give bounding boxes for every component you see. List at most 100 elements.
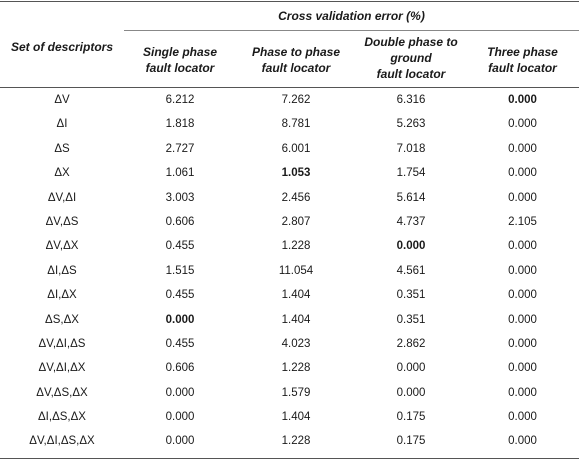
table-row: ΔV,ΔI,ΔS,ΔX 0.000 1.228 0.175 0.000 xyxy=(0,429,579,453)
row-label: ΔS,ΔX xyxy=(45,313,79,326)
row-label: ΔI xyxy=(56,118,68,131)
table-bottom-rule xyxy=(0,458,579,459)
group-header-rule xyxy=(124,30,579,31)
cell-phase-to-phase: 11.054 xyxy=(278,264,314,277)
row-label: ΔX xyxy=(54,167,70,180)
column-header-double-phase-to-ground: Double phase to ground fault locator xyxy=(364,35,458,81)
table-row: ΔV,ΔI,ΔS 0.455 4.023 2.862 0.000 xyxy=(0,332,579,356)
cell-double-phase-to-ground: 0.000 xyxy=(396,240,426,253)
cell-double-phase-to-ground: 6.316 xyxy=(396,94,426,106)
table-row: ΔV,ΔS 0.606 2.807 4.737 2.105 xyxy=(0,210,579,234)
cell-three-phase: 0.000 xyxy=(508,362,537,375)
table-row: ΔS 2.727 6.001 7.018 0.000 xyxy=(0,137,579,161)
table-row: ΔI,ΔX 0.455 1.404 0.351 0.000 xyxy=(0,283,579,307)
cell-single-phase: 2.727 xyxy=(165,142,195,155)
table-row: ΔS,ΔX 0.000 1.404 0.351 0.000 xyxy=(0,308,579,332)
table-body: ΔV 6.212 7.262 6.316 0.000 ΔI 1.818 8.781 5.263 0… xyxy=(0,88,579,454)
cell-single-phase: 0.455 xyxy=(165,240,195,253)
table-row: ΔI,ΔS 1.515 11.054 4.561 0.000 xyxy=(0,259,579,283)
row-label: ΔV,ΔX xyxy=(45,240,79,253)
cell-phase-to-phase: 1.053 xyxy=(281,167,311,180)
row-header: Set of descriptors xyxy=(10,40,114,54)
cell-single-phase: 0.000 xyxy=(165,411,195,424)
cell-double-phase-to-ground: 4.737 xyxy=(396,215,426,228)
cell-phase-to-phase: 6.001 xyxy=(281,142,311,155)
cell-phase-to-phase: 1.228 xyxy=(281,362,311,375)
cell-double-phase-to-ground: 0.000 xyxy=(396,386,426,399)
cell-three-phase: 0.000 xyxy=(508,191,537,204)
cell-double-phase-to-ground: 5.263 xyxy=(396,118,426,131)
cell-double-phase-to-ground: 0.351 xyxy=(396,313,426,326)
header-bottom-rule xyxy=(0,87,579,88)
cell-three-phase: 0.000 xyxy=(508,240,537,253)
cell-phase-to-phase: 1.404 xyxy=(281,313,311,326)
cell-three-phase: 0.000 xyxy=(508,289,537,302)
cell-single-phase: 1.515 xyxy=(165,264,195,277)
cell-three-phase: 2.105 xyxy=(508,215,537,228)
cell-single-phase: 0.455 xyxy=(165,337,195,350)
cell-double-phase-to-ground: 0.000 xyxy=(396,362,426,375)
cell-three-phase: 0.000 xyxy=(508,94,537,106)
row-label: ΔV,ΔI xyxy=(47,191,77,204)
cell-single-phase: 6.212 xyxy=(165,94,195,106)
cell-single-phase: 0.606 xyxy=(165,215,195,228)
row-label: ΔV,ΔI,ΔX xyxy=(38,362,86,375)
table-row: ΔV,ΔX 0.455 1.228 0.000 0.000 xyxy=(0,234,579,258)
cell-single-phase: 0.606 xyxy=(165,362,195,375)
cell-phase-to-phase: 1.228 xyxy=(281,435,311,448)
cell-double-phase-to-ground: 1.754 xyxy=(396,167,426,180)
cell-three-phase: 0.000 xyxy=(508,435,537,448)
table-row: ΔX 1.061 1.053 1.754 0.000 xyxy=(0,161,579,185)
cell-phase-to-phase: 7.262 xyxy=(281,94,311,106)
group-header: Cross validation error (%) xyxy=(278,9,425,23)
row-label: ΔV xyxy=(54,94,70,106)
cell-single-phase: 1.818 xyxy=(165,118,195,131)
cell-single-phase: 1.061 xyxy=(165,167,195,180)
column-header-three-phase: Three phase fault locator xyxy=(487,45,558,75)
row-label: ΔV,ΔS xyxy=(45,215,79,228)
column-header-single-phase: Single phase fault locator xyxy=(142,45,218,75)
cell-single-phase: 0.455 xyxy=(165,289,195,302)
cell-double-phase-to-ground: 2.862 xyxy=(396,337,426,350)
cell-phase-to-phase: 4.023 xyxy=(281,337,311,350)
row-label: ΔV,ΔI,ΔS xyxy=(38,337,86,350)
cell-three-phase: 0.000 xyxy=(508,386,537,399)
cell-three-phase: 0.000 xyxy=(508,411,537,424)
cell-double-phase-to-ground: 0.351 xyxy=(396,289,426,302)
cell-double-phase-to-ground: 0.175 xyxy=(396,411,426,424)
row-label: ΔI,ΔS,ΔX xyxy=(38,411,86,424)
table-row: ΔV,ΔI 3.003 2.456 5.614 0.000 xyxy=(0,186,579,210)
row-label: ΔV,ΔS,ΔX xyxy=(36,386,88,399)
cell-three-phase: 0.000 xyxy=(508,264,537,277)
cell-three-phase: 0.000 xyxy=(508,167,537,180)
cell-single-phase: 3.003 xyxy=(165,191,195,204)
table-row: ΔI,ΔS,ΔX 0.000 1.404 0.175 0.000 xyxy=(0,405,579,429)
row-label: ΔV,ΔI,ΔS,ΔX xyxy=(29,435,95,448)
cell-phase-to-phase: 8.781 xyxy=(281,118,311,131)
table-row: ΔI 1.818 8.781 5.263 0.000 xyxy=(0,112,579,136)
cell-three-phase: 0.000 xyxy=(508,118,537,131)
table-top-rule xyxy=(0,1,579,2)
cell-phase-to-phase: 1.404 xyxy=(281,289,311,302)
cell-double-phase-to-ground: 7.018 xyxy=(396,142,426,155)
cell-three-phase: 0.000 xyxy=(508,142,537,155)
cell-double-phase-to-ground: 4.561 xyxy=(396,264,426,277)
cell-three-phase: 0.000 xyxy=(508,337,537,350)
cell-phase-to-phase: 1.579 xyxy=(281,386,311,399)
cell-three-phase: 0.000 xyxy=(508,313,537,326)
table-row: ΔV,ΔI,ΔX 0.606 1.228 0.000 0.000 xyxy=(0,356,579,380)
table-row: ΔV,ΔS,ΔX 0.000 1.579 0.000 0.000 xyxy=(0,381,579,405)
table-row: ΔV 6.212 7.262 6.316 0.000 xyxy=(0,88,579,112)
row-label: ΔI,ΔS xyxy=(47,264,77,277)
cell-double-phase-to-ground: 0.175 xyxy=(396,435,426,448)
row-label: ΔI,ΔX xyxy=(47,289,77,302)
cell-single-phase: 0.000 xyxy=(165,386,195,399)
cell-single-phase: 0.000 xyxy=(165,435,195,448)
column-header-phase-to-phase: Phase to phase fault locator xyxy=(251,45,341,75)
cell-single-phase: 0.000 xyxy=(165,313,195,326)
cell-phase-to-phase: 1.404 xyxy=(281,411,311,424)
row-label: ΔS xyxy=(54,142,70,155)
cell-double-phase-to-ground: 5.614 xyxy=(396,191,426,204)
cell-phase-to-phase: 2.456 xyxy=(281,191,311,204)
